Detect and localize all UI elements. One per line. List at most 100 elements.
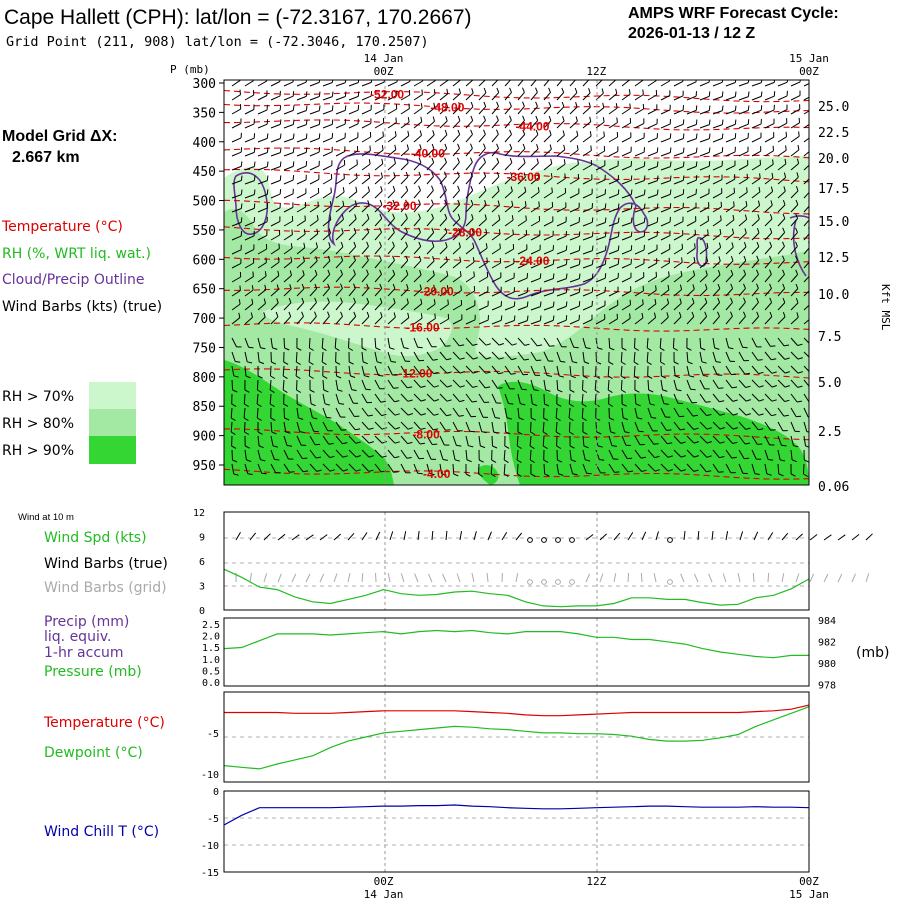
- wind-barb-flag: [271, 431, 277, 435]
- wind-barb-shaft: [504, 219, 514, 227]
- wind-barb-shaft: [803, 137, 809, 143]
- wind-barb: [361, 283, 369, 297]
- wind-barb-shaft: [582, 150, 592, 157]
- dewpoint-line: [223, 706, 810, 770]
- wind-barb-flag: [318, 80, 321, 83]
- wind-barb: [335, 214, 344, 227]
- wind-barb: [426, 379, 439, 388]
- wind-barb-shaft: [504, 134, 512, 143]
- wind-barb: [309, 228, 319, 241]
- wind-barb: [725, 242, 734, 255]
- wind-barb-shaft: [556, 292, 567, 297]
- pressure-tick-label: 450: [193, 165, 216, 180]
- wind-barb-flag: [327, 283, 330, 289]
- wind-barb-shaft: [686, 124, 697, 129]
- wind-barb-flag: [708, 119, 711, 125]
- wind-barb-shaft: [309, 463, 318, 472]
- wind-barb-flag: [692, 270, 696, 276]
- wind-barb-shaft: [413, 260, 422, 269]
- wind-barb-flag: [604, 259, 607, 265]
- wind-barb-flag: [279, 119, 282, 125]
- wind-barb-flag: [407, 117, 410, 123]
- wind-barb-shaft: [699, 233, 709, 241]
- wind-barb-shaft: [452, 318, 463, 325]
- wind-barb-shaft: [400, 218, 408, 227]
- wind-barb-shaft: [660, 137, 671, 143]
- wind-barb-flag: [582, 417, 587, 422]
- wind-barb-shaft: [725, 365, 732, 375]
- wind-barb: [764, 255, 772, 269]
- wind-barb-shaft: [581, 407, 584, 419]
- wind-barb: [686, 297, 695, 311]
- wind-barb-shaft: [231, 80, 241, 87]
- wind-barb-shaft: [556, 379, 559, 391]
- surface-barb-grid: [291, 573, 297, 583]
- wind-barb-shaft: [270, 289, 279, 297]
- wind-barb-shaft: [647, 108, 658, 115]
- wind-barb-shaft: [725, 123, 736, 129]
- wind-barb-shaft: [569, 305, 580, 311]
- wind-barb-flag: [681, 257, 683, 263]
- wind-barb: [387, 298, 396, 311]
- wind-barb-shaft: [725, 151, 736, 157]
- wind-barb-shaft: [400, 351, 406, 362]
- pressure-tick-label: 550: [193, 224, 216, 239]
- wind-barb: [296, 297, 305, 311]
- wind-barb: [777, 269, 785, 283]
- wind-barb-shaft: [439, 246, 448, 255]
- wind-barb-shaft: [530, 337, 538, 347]
- wind-barb-shaft: [491, 393, 497, 404]
- wind-barb: [764, 104, 775, 115]
- wind-barb: [530, 393, 538, 407]
- wind-barb: [426, 435, 438, 445]
- wind-barb-shaft: [764, 81, 775, 87]
- wind-barb-shaft: [308, 337, 311, 349]
- wind-barb: [452, 314, 463, 325]
- wind-barb-shaft: [751, 177, 761, 185]
- wind-barb-flag: [552, 287, 555, 293]
- wind-barb: [764, 393, 777, 402]
- wind-barb-shaft: [647, 137, 658, 143]
- wind-barb-shaft: [295, 351, 298, 363]
- wind-barb: [400, 298, 409, 311]
- wind-barb: [231, 463, 239, 476]
- wind-barb-shaft: [673, 275, 683, 283]
- wind-barb: [725, 421, 738, 430]
- wind-barb-flag: [667, 284, 670, 290]
- wind-barb-shaft: [634, 317, 644, 325]
- wind-barb-shaft: [465, 337, 474, 346]
- wind-barb-flag: [305, 119, 308, 125]
- wind-barb-shaft: [491, 233, 501, 241]
- wind-barb-flag: [258, 445, 264, 449]
- wind-barb: [620, 379, 626, 393]
- wind-barb: [517, 407, 524, 421]
- wind-barb-flag: [594, 389, 600, 394]
- wind-barb: [348, 269, 356, 283]
- wind-barb-shaft: [529, 435, 532, 447]
- wind-barb-shaft: [699, 316, 707, 325]
- temperature-contour-label: -20.00: [420, 284, 454, 298]
- wind-barb-flag: [418, 157, 422, 163]
- wind-barb-flag: [392, 199, 396, 205]
- wind-barb-flag: [353, 227, 357, 233]
- wind-barb: [751, 463, 760, 475]
- wind-barb-shaft: [530, 320, 541, 325]
- wind-barb: [283, 147, 295, 157]
- wind-barb-flag: [571, 459, 577, 463]
- wind-barb-shaft: [803, 261, 809, 269]
- wind-barb-flag: [394, 144, 397, 150]
- wind-barb: [712, 297, 721, 311]
- wind-barb-shaft: [699, 124, 710, 129]
- wind-barb-shaft: [413, 232, 421, 241]
- wind-barb: [244, 365, 251, 379]
- wind-barb-shaft: [660, 421, 667, 431]
- wind-barb: [607, 379, 613, 394]
- wind-barb-flag: [717, 297, 721, 303]
- wind-barb-flag: [558, 375, 564, 378]
- wind-barb-shaft: [569, 351, 573, 362]
- wind-barb-flag: [353, 311, 357, 317]
- wind-barb-shaft: [335, 178, 345, 185]
- wind-barb-shaft: [621, 235, 632, 241]
- wind-barb: [322, 133, 334, 143]
- wind-barb-shaft: [686, 393, 693, 403]
